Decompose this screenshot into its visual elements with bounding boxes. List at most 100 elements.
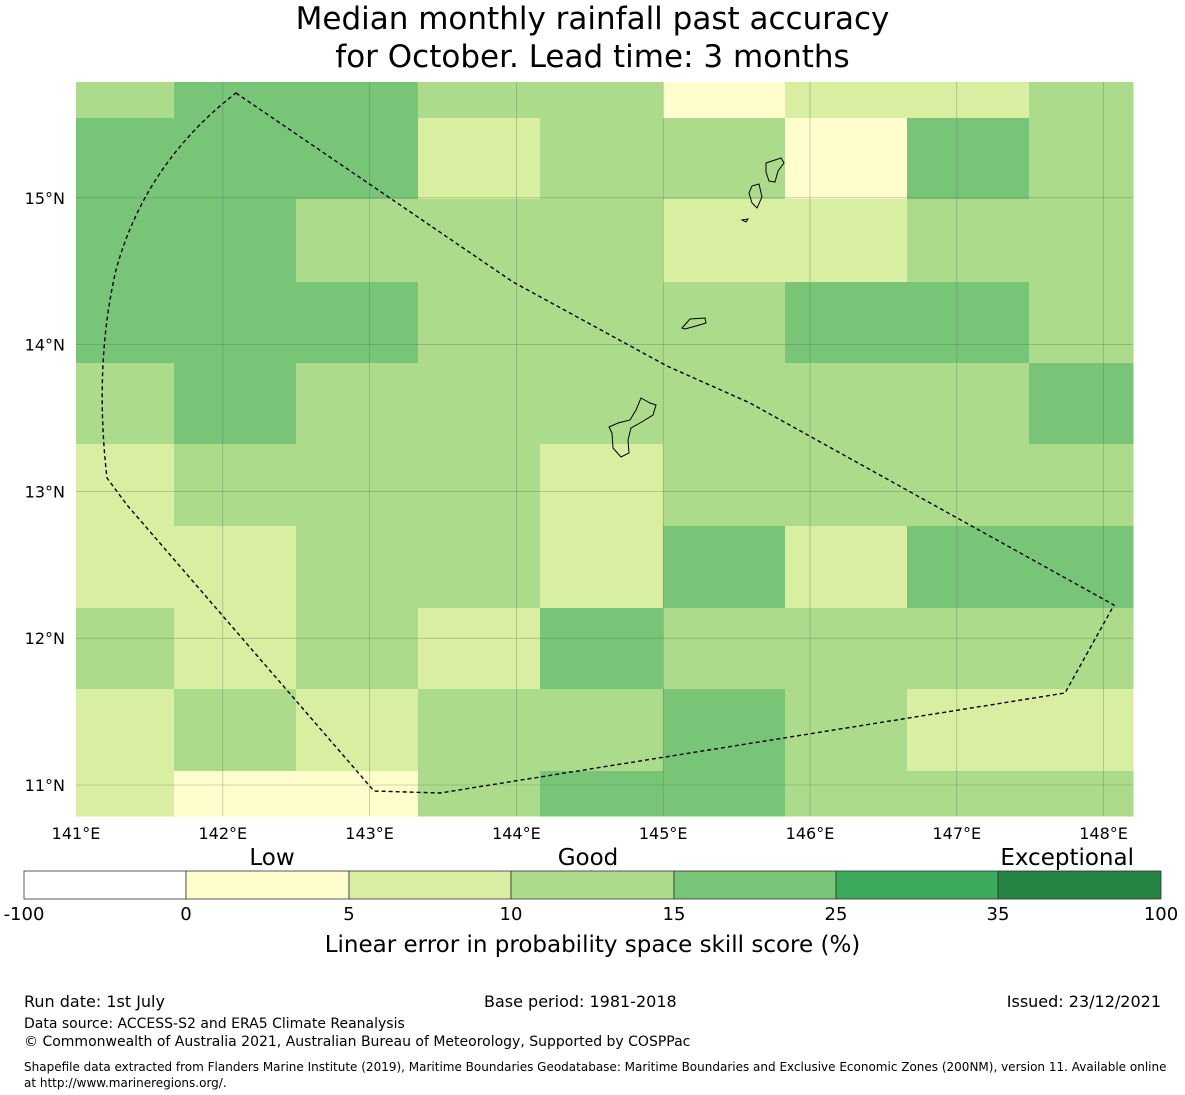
- grid-cell: [1029, 689, 1134, 772]
- longitude-tick-label: 141°E: [52, 824, 101, 843]
- grid-cell: [76, 608, 175, 690]
- skill-grid: [76, 82, 1134, 817]
- grid-cell: [296, 771, 419, 817]
- colorbar-category-label: Exceptional: [1000, 845, 1134, 871]
- colorbar-category-label: Good: [558, 845, 619, 871]
- grid-cell: [174, 282, 297, 364]
- grid-cell: [174, 526, 297, 609]
- grid-cell: [907, 363, 1030, 445]
- grid-cell: [418, 526, 541, 609]
- longitude-labels: 141°E 142°E 143°E 144°E 145°E 146°E 147°E 148°E: [52, 824, 1128, 843]
- grid-cell: [296, 526, 419, 609]
- grid-cell: [1029, 82, 1134, 119]
- grid-cell: [174, 689, 297, 772]
- grid-cell: [907, 199, 1030, 283]
- longitude-tick-label: 146°E: [786, 824, 835, 843]
- latitude-tick-label: 14°N: [25, 336, 65, 355]
- grid-cell: [907, 608, 1030, 690]
- saipan-island: [765, 157, 785, 183]
- grid-cell: [418, 689, 541, 772]
- grid-cell: [663, 608, 786, 690]
- grid-cell: [785, 363, 908, 445]
- colorbar-swatch: [835, 870, 999, 900]
- grid-cell: [540, 526, 664, 609]
- grid-cell: [663, 282, 786, 364]
- longitude-tick-label: 147°E: [932, 824, 981, 843]
- colorbar-swatch: [23, 870, 187, 900]
- grid-cell: [785, 282, 908, 364]
- colorbar-tick-label: 100: [1144, 904, 1178, 925]
- colorbar-tick-label: 35: [987, 904, 1010, 925]
- coastline: [608, 157, 785, 458]
- latitude-labels: 15°N 14°N 13°N 12°N 11°N: [25, 189, 65, 795]
- issued-date: Issued: 23/12/2021: [1006, 992, 1161, 1011]
- grid-cell: [418, 199, 541, 283]
- longitude-tick-label: 142°E: [198, 824, 247, 843]
- grid-cell: [540, 444, 664, 527]
- grid-cell: [296, 199, 419, 283]
- latitude-tick-label: 15°N: [25, 189, 65, 208]
- grid-cell: [174, 199, 297, 283]
- grid-cell: [76, 199, 175, 283]
- grid-cell: [663, 526, 786, 609]
- grid-cell: [418, 82, 541, 119]
- grid-cell: [907, 689, 1030, 772]
- longitude-tick-label: 148°E: [1079, 824, 1128, 843]
- grid-cell: [785, 526, 908, 609]
- colorbar-tick-label: 0: [180, 904, 191, 925]
- grid-cell: [540, 118, 664, 200]
- grid-cell: [174, 608, 297, 690]
- grid-cell: [418, 608, 541, 690]
- grid-cell: [174, 444, 297, 527]
- grid-cell: [1029, 363, 1134, 445]
- grid-cell: [907, 82, 1030, 119]
- grid-cell: [296, 608, 419, 690]
- grid-cell: [1029, 282, 1134, 364]
- aguijan-island: [740, 218, 750, 223]
- grid-cell: [785, 118, 908, 200]
- grid-cell: [1029, 199, 1134, 283]
- grid-cell: [907, 526, 1030, 609]
- colorbar-category-label: Low: [249, 845, 294, 871]
- colorbar-tick-label: 25: [825, 904, 848, 925]
- grid-cell: [540, 199, 664, 283]
- colorbar-swatch: [673, 870, 837, 900]
- grid-cell: [296, 82, 419, 119]
- grid-cell: [663, 444, 786, 527]
- grid-cell: [174, 771, 297, 817]
- grid-cell: [907, 118, 1030, 200]
- grid-cell: [1029, 608, 1134, 690]
- chart-title: Median monthly rainfall past accuracy fo…: [0, 0, 1185, 76]
- title-line-2: for October. Lead time: 3 months: [335, 39, 850, 75]
- grid-cell: [296, 689, 419, 772]
- eez-boundary: [101, 92, 1115, 794]
- grid-cell: [76, 82, 175, 119]
- grid-cell: [785, 82, 908, 119]
- guam-island: [608, 397, 657, 458]
- longitude-tick-label: 145°E: [639, 824, 688, 843]
- grid-cell: [296, 444, 419, 527]
- grid-cell: [663, 82, 786, 119]
- grid-cell: [785, 608, 908, 690]
- grid-cell: [76, 771, 175, 817]
- grid-cell: [296, 282, 419, 364]
- grid-cell: [296, 363, 419, 445]
- colorbar-swatch: [510, 870, 675, 900]
- grid-cell: [907, 282, 1030, 364]
- grid-cell: [540, 82, 664, 119]
- shapefile-credit-line-2: at http://www.marineregions.org/.: [24, 1076, 227, 1090]
- shapefile-credit-line-1: Shapefile data extracted from Flanders M…: [24, 1060, 1167, 1074]
- grid-cell: [785, 689, 908, 772]
- grid-cell: [174, 82, 297, 119]
- grid-cell: [785, 444, 908, 527]
- grid-cell: [1029, 771, 1134, 817]
- grid-cell: [174, 363, 297, 445]
- latitude-tick-label: 11°N: [25, 776, 65, 795]
- colorbar-tick-label: 5: [343, 904, 354, 925]
- grid-cell: [540, 363, 664, 445]
- grid-cell: [663, 363, 786, 445]
- colorbar-tick-label: 15: [663, 904, 686, 925]
- grid-cell: [76, 689, 175, 772]
- tinian-island: [748, 183, 763, 209]
